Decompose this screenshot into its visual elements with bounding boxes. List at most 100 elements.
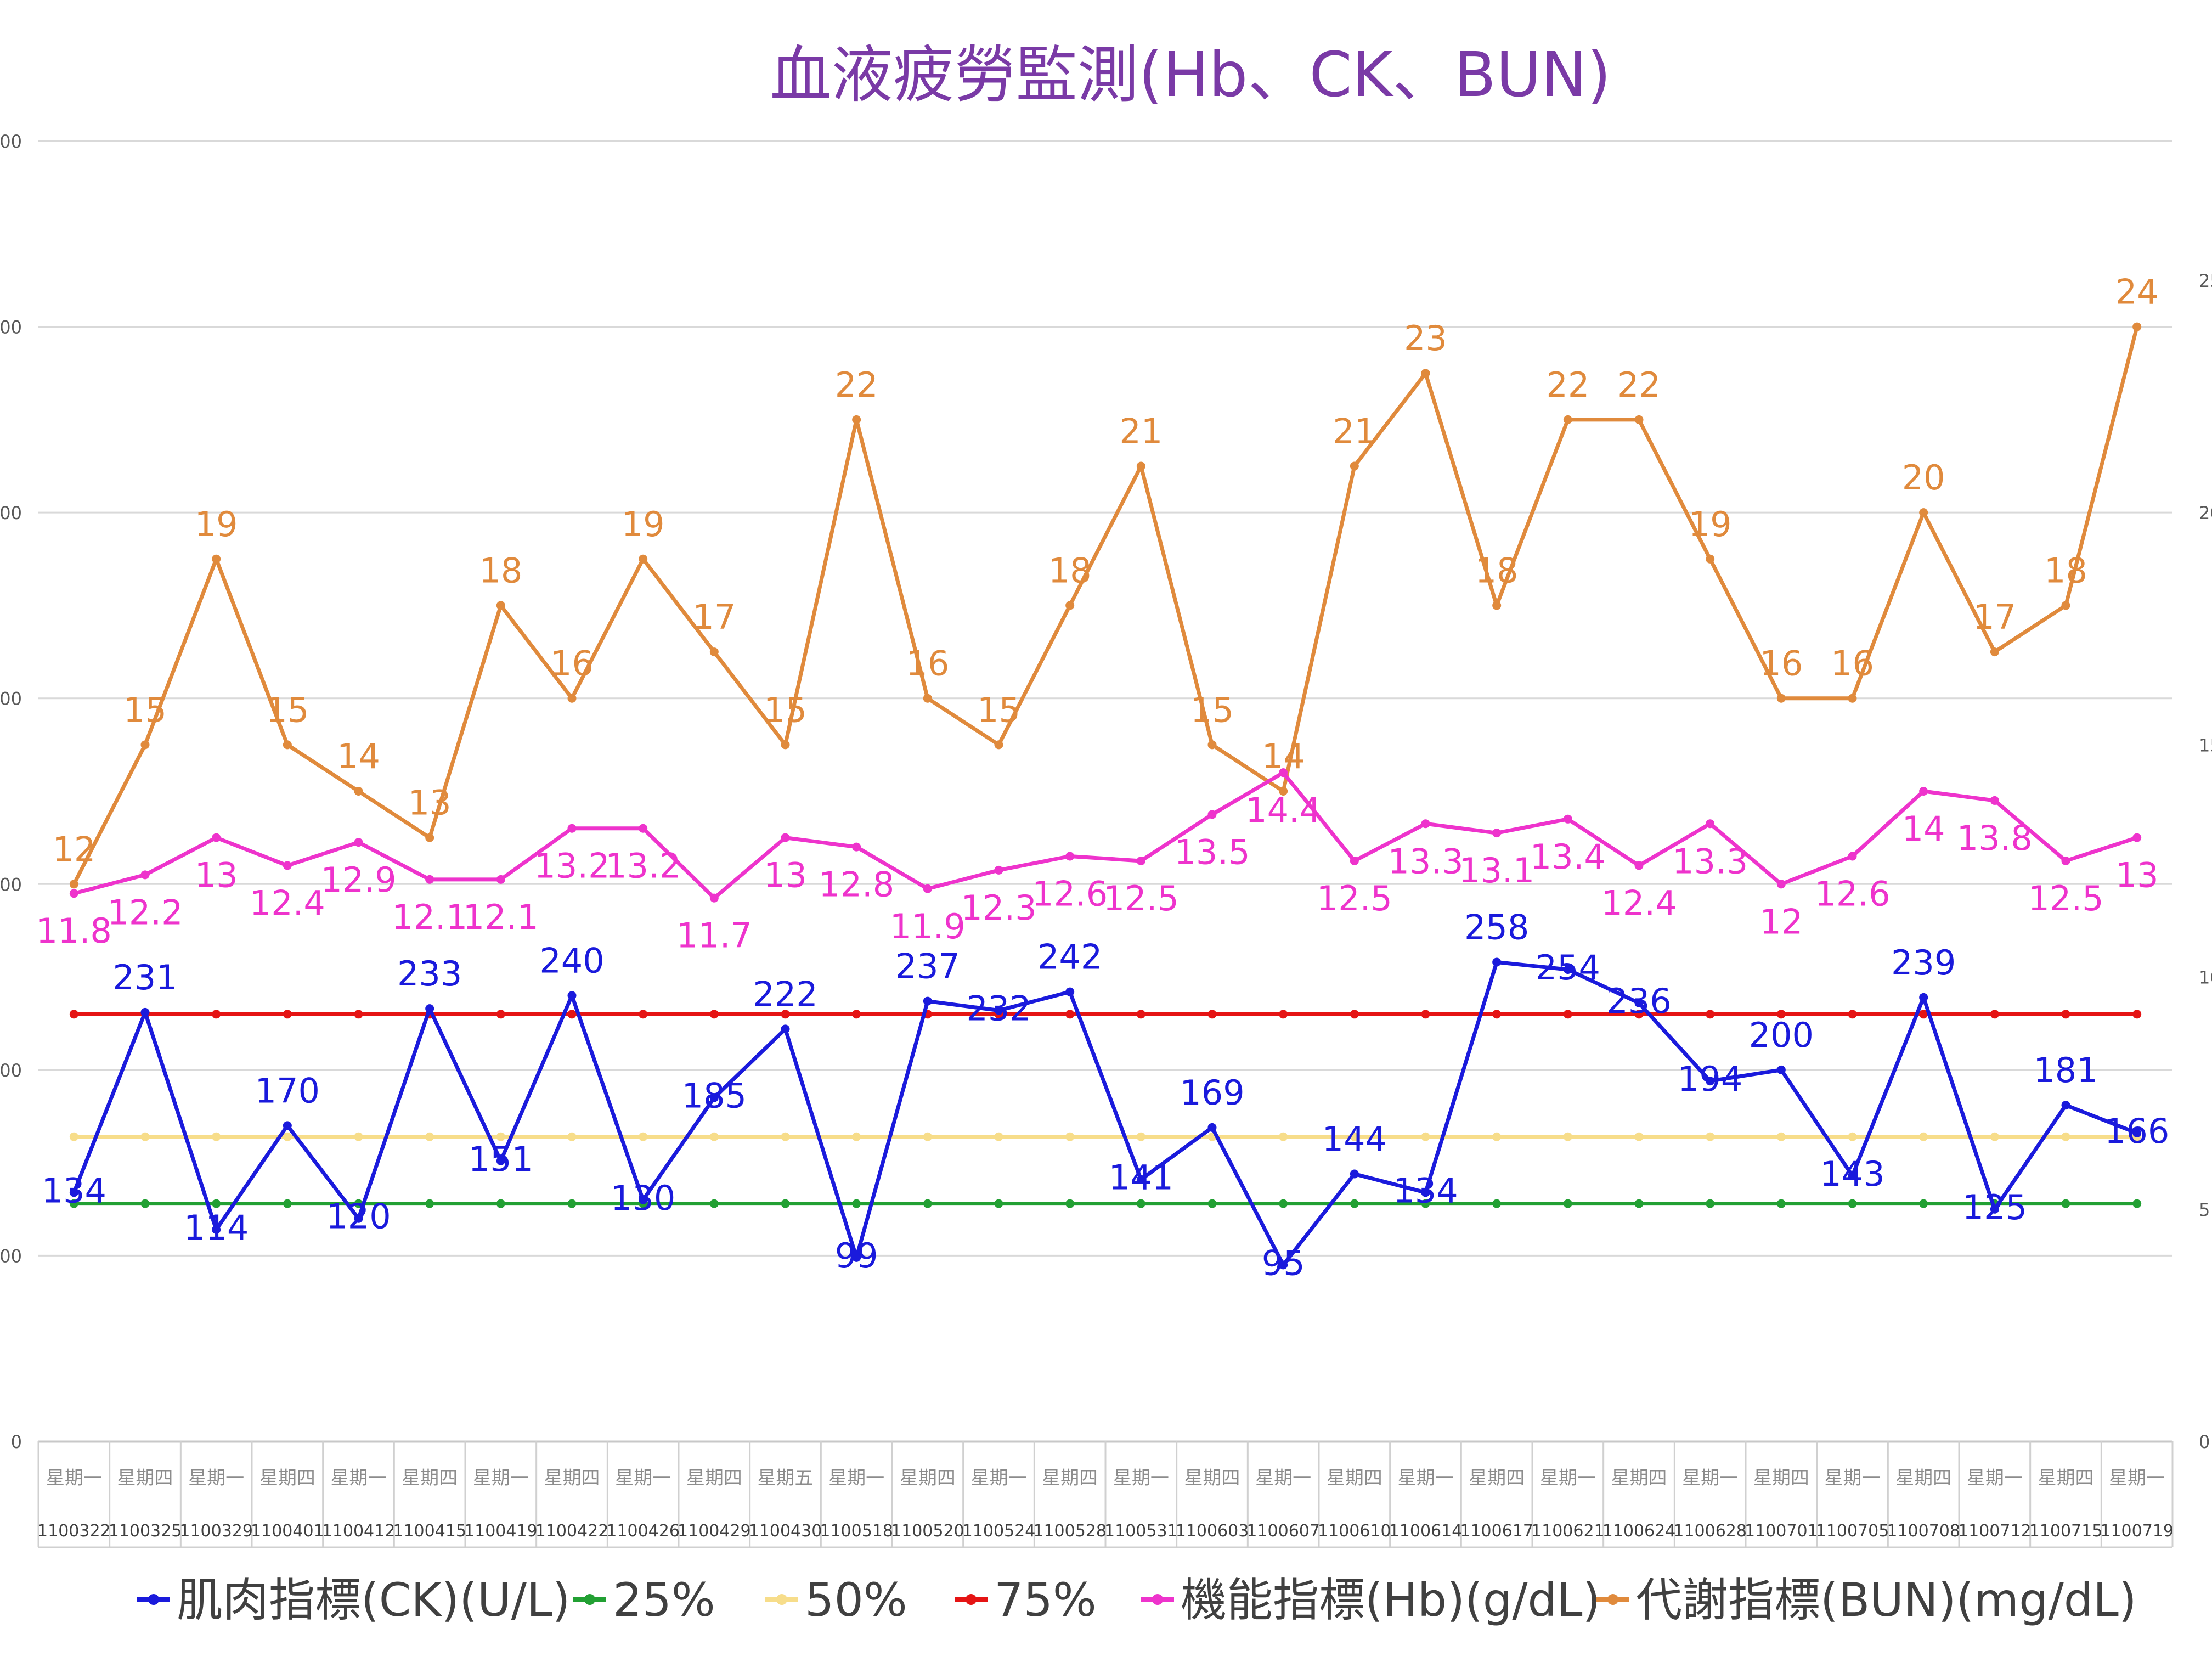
legend-marker bbox=[1607, 1594, 1618, 1605]
data-label: 125 bbox=[1962, 1187, 2027, 1227]
data-point bbox=[923, 1199, 932, 1208]
category-date-label: 1100429 bbox=[678, 1522, 751, 1541]
data-point bbox=[1563, 1010, 1572, 1019]
data-point bbox=[69, 880, 78, 889]
data-point bbox=[1776, 1199, 1786, 1208]
data-label: 18 bbox=[1048, 550, 1092, 590]
data-point bbox=[1065, 1132, 1075, 1141]
data-point bbox=[2061, 1101, 2070, 1110]
data-point bbox=[1207, 740, 1217, 750]
data-point bbox=[1136, 461, 1146, 471]
data-point bbox=[283, 1132, 292, 1141]
right-tick-label: 25 bbox=[2199, 271, 2212, 291]
data-label: 12.1 bbox=[463, 897, 539, 937]
data-point bbox=[496, 1010, 505, 1019]
data-point bbox=[1706, 554, 1715, 564]
data-label: 19 bbox=[195, 504, 238, 544]
category-date-label: 1100712 bbox=[1958, 1522, 2032, 1541]
category-date-label: 1100701 bbox=[1745, 1522, 1818, 1541]
data-point bbox=[354, 1132, 363, 1141]
data-point bbox=[1350, 856, 1359, 865]
category-day-label: 星期四 bbox=[1611, 1467, 1667, 1489]
category-day-label: 星期一 bbox=[1967, 1467, 2023, 1489]
data-point bbox=[212, 1225, 221, 1235]
category-date-label: 1100426 bbox=[606, 1522, 680, 1541]
legend-label: 肌肉指標(CK)(U/L) bbox=[177, 1573, 570, 1627]
legend-marker bbox=[776, 1594, 787, 1605]
category-date-label: 1100719 bbox=[2100, 1522, 2174, 1541]
data-point bbox=[1492, 1199, 1502, 1208]
data-label: 236 bbox=[1606, 981, 1671, 1021]
category-date-label: 1100329 bbox=[179, 1522, 253, 1541]
left-tick-label: 600 bbox=[0, 317, 22, 338]
data-point bbox=[1563, 814, 1572, 824]
data-label: 13.3 bbox=[1387, 841, 1463, 881]
data-point bbox=[1136, 1199, 1146, 1208]
data-point bbox=[1919, 1199, 1928, 1208]
legend-marker bbox=[148, 1594, 159, 1605]
data-point bbox=[1492, 1010, 1502, 1019]
data-point bbox=[1776, 1132, 1786, 1141]
data-point bbox=[1279, 768, 1288, 778]
data-label: 114 bbox=[184, 1208, 249, 1248]
data-point bbox=[639, 1010, 648, 1019]
category-day-label: 星期一 bbox=[2109, 1467, 2165, 1489]
category-day-label: 星期四 bbox=[1327, 1467, 1383, 1489]
data-point bbox=[852, 1132, 861, 1141]
right-tick-label: 5 bbox=[2199, 1199, 2210, 1220]
category-day-label: 星期四 bbox=[1753, 1467, 1809, 1489]
data-point bbox=[709, 1199, 719, 1208]
data-label: 95 bbox=[1262, 1243, 1305, 1283]
data-point bbox=[1706, 819, 1715, 829]
data-point bbox=[1136, 1010, 1146, 1019]
data-point bbox=[283, 740, 292, 750]
data-point bbox=[283, 861, 292, 870]
data-point bbox=[1065, 601, 1075, 610]
data-label: 240 bbox=[539, 940, 604, 981]
data-point bbox=[212, 1010, 221, 1019]
data-point bbox=[1990, 1132, 1999, 1141]
data-label: 130 bbox=[611, 1178, 675, 1218]
category-day-label: 星期一 bbox=[1255, 1467, 1311, 1489]
data-label: 12 bbox=[52, 829, 95, 869]
data-point bbox=[781, 1199, 790, 1208]
data-point bbox=[1919, 508, 1928, 517]
data-point bbox=[1776, 694, 1786, 703]
left-tick-label: 0 bbox=[11, 1432, 22, 1452]
category-day-label: 星期四 bbox=[2038, 1467, 2094, 1489]
category-day-label: 星期四 bbox=[1042, 1467, 1098, 1489]
data-label: 13.1 bbox=[1459, 850, 1534, 891]
data-point bbox=[1634, 1132, 1644, 1141]
data-point bbox=[283, 1010, 292, 1019]
category-day-label: 星期一 bbox=[331, 1467, 387, 1489]
data-point bbox=[1136, 1175, 1146, 1184]
data-label: 14.4 bbox=[1245, 790, 1321, 830]
data-point bbox=[709, 1010, 719, 1019]
data-point bbox=[923, 884, 932, 893]
data-point bbox=[1634, 861, 1644, 870]
data-point bbox=[2061, 1010, 2070, 1019]
data-label: 233 bbox=[397, 954, 462, 994]
data-label: 12.6 bbox=[1032, 874, 1108, 914]
data-point bbox=[1065, 987, 1075, 996]
data-point bbox=[2061, 1199, 2070, 1208]
data-point bbox=[709, 1132, 719, 1141]
category-day-label: 星期四 bbox=[259, 1467, 315, 1489]
data-label: 12.2 bbox=[107, 892, 183, 932]
data-point bbox=[496, 1156, 505, 1165]
category-day-label: 星期四 bbox=[686, 1467, 742, 1489]
data-point bbox=[567, 824, 577, 833]
data-point bbox=[2061, 601, 2070, 610]
data-label: 14 bbox=[337, 736, 380, 776]
data-point bbox=[1492, 1132, 1502, 1141]
category-day-label: 星期一 bbox=[1540, 1467, 1596, 1489]
data-point bbox=[425, 1004, 435, 1013]
category-day-label: 星期一 bbox=[46, 1467, 102, 1489]
data-point bbox=[1207, 1123, 1217, 1132]
data-label: 13.8 bbox=[1957, 818, 2033, 858]
data-label: 120 bbox=[326, 1197, 391, 1237]
data-point bbox=[1350, 1169, 1359, 1179]
data-point bbox=[1421, 1010, 1430, 1019]
data-point bbox=[1421, 369, 1430, 378]
